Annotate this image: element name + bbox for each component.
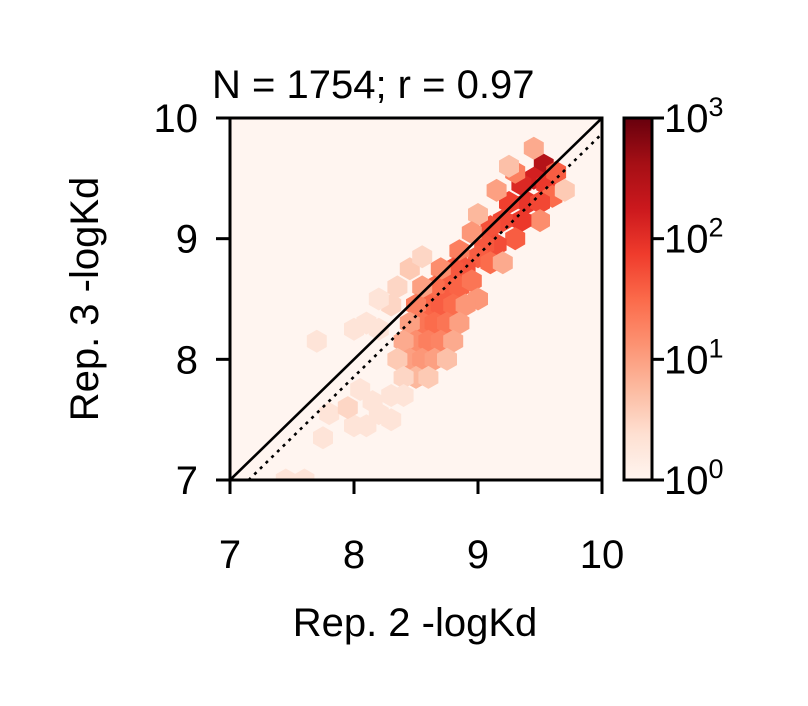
hexbin-cell — [393, 329, 414, 353]
hexbin-cell — [412, 245, 433, 269]
reference-lines — [230, 118, 602, 480]
hexbin-cell — [275, 468, 296, 480]
colorbar-axis: 100 101 102 103 — [652, 92, 724, 503]
identity-line — [230, 118, 602, 480]
hexbin-cell — [523, 136, 544, 160]
hexbin-cell — [492, 251, 513, 275]
hexbin-cell — [313, 426, 333, 450]
hexbin-cell — [393, 365, 414, 389]
plot-frame — [228, 116, 604, 482]
chart-title: N = 1754; r = 0.97 — [212, 63, 534, 107]
hexbin-cell — [356, 414, 377, 438]
hexbin-cell — [468, 203, 488, 226]
y-tick-label: 10 — [154, 97, 199, 141]
hexbin-cell — [368, 287, 389, 311]
hexbin-cell — [449, 311, 470, 335]
hexbin-cell — [437, 347, 457, 371]
hexbin-cell — [294, 468, 315, 480]
hexbin-cell — [344, 317, 364, 341]
hexbin-cell — [554, 178, 575, 202]
x-tick-label: 7 — [219, 533, 241, 577]
hexbin-cell — [387, 275, 408, 299]
hexbin-cell — [368, 317, 389, 341]
hexbin-cell — [455, 293, 476, 317]
colorbar-tick-label: 102 — [664, 213, 724, 262]
x-axis: 7 8 9 10 — [219, 480, 624, 577]
hexbin-cell — [443, 329, 464, 353]
x-tick-label: 10 — [580, 533, 625, 577]
x-axis-label: Rep. 2 -logKd — [293, 601, 538, 645]
hexbin-cell — [486, 178, 507, 202]
hexbin-cell — [511, 209, 532, 233]
y-axis: 7 8 9 10 — [154, 97, 230, 503]
y-tick-label: 9 — [176, 218, 198, 262]
hexbin-cell — [362, 390, 383, 414]
x-tick-label: 9 — [467, 533, 489, 577]
hexbin-cell — [530, 191, 550, 214]
hexbin-cell — [306, 329, 327, 353]
hexbin-cell — [319, 402, 340, 426]
hexbin-cell — [337, 396, 358, 420]
hexbin-cell — [461, 269, 482, 293]
colorbar-tick-label: 101 — [664, 333, 724, 382]
hexbin-cell — [412, 275, 433, 299]
fit-line — [247, 132, 602, 480]
hexbin-cell — [530, 209, 550, 233]
y-tick-label: 7 — [176, 459, 198, 503]
hexbin-cell — [449, 239, 470, 263]
hexbin-cell — [499, 154, 519, 178]
hexbin-cell — [430, 257, 451, 281]
hexbin-cell — [418, 365, 439, 389]
hexbin-cell — [387, 347, 408, 371]
colorbar — [622, 116, 654, 482]
y-tick-label: 8 — [176, 338, 198, 382]
hexbin-layer — [275, 136, 575, 480]
hexbin-cell — [381, 384, 402, 407]
hexbin-cell — [505, 227, 526, 251]
x-tick-label: 8 — [343, 533, 365, 577]
colorbar-tick-label: 100 — [664, 454, 724, 503]
colorbar-tick-label: 103 — [664, 92, 724, 141]
y-axis-label: Rep. 3 -logKd — [63, 177, 107, 422]
hexbin-cell — [381, 408, 402, 432]
